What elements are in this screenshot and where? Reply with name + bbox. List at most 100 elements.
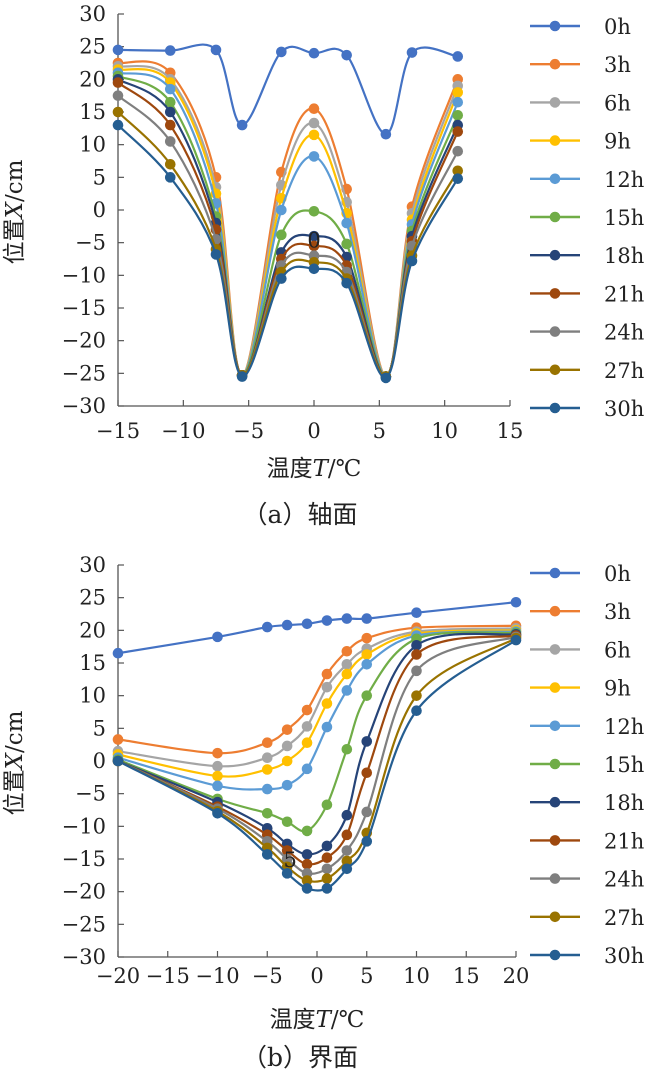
x-tick-label: 0: [307, 419, 320, 443]
data-point-24h: [321, 863, 333, 875]
data-point-27h: [321, 873, 333, 884]
data-point-24h: [164, 136, 176, 147]
data-point-12h: [361, 659, 373, 670]
legend-label: 30h: [604, 397, 644, 421]
data-point-21h: [308, 240, 320, 252]
legend-marker: [549, 135, 561, 146]
data-point-21h: [361, 767, 373, 779]
legend-marker: [549, 211, 561, 223]
legend-marker: [549, 249, 561, 261]
y-tick-label: 25: [79, 586, 106, 610]
legend-label: 15h: [604, 753, 644, 777]
data-point-15h: [452, 109, 464, 121]
y-tick-label: 30: [79, 553, 106, 577]
legend-label: 3h: [604, 53, 631, 77]
x-tick-label: −15: [96, 419, 140, 443]
legend-label: 0h: [604, 15, 631, 39]
data-point-30h: [112, 755, 124, 767]
data-point-30h: [411, 705, 422, 716]
data-point-9h: [341, 668, 353, 680]
y-tick-label: −25: [62, 912, 106, 936]
data-point-30h: [301, 883, 313, 894]
legend-marker: [549, 644, 561, 655]
data-point-30h: [321, 883, 333, 894]
series-line-30h: [117, 124, 459, 379]
series-line-12h: [117, 630, 517, 791]
data-point-9h: [361, 649, 373, 660]
x-tick-label: −15: [146, 964, 190, 988]
data-point-3h: [308, 103, 320, 115]
legend-marker: [549, 873, 561, 884]
data-point-21h: [341, 829, 353, 841]
legend-label: 24h: [604, 868, 644, 892]
series-line-9h: [117, 629, 517, 778]
legend-label: 3h: [604, 600, 631, 624]
data-point-18h: [301, 849, 313, 860]
data-point-24h: [452, 145, 464, 157]
data-point-18h: [308, 230, 320, 242]
data-point-18h: [361, 736, 373, 747]
y-tick-label: 15: [79, 651, 106, 675]
data-point-30h: [164, 172, 176, 183]
data-point-15h: [276, 229, 287, 241]
y-tick-label: −10: [62, 814, 106, 838]
legend-marker: [549, 326, 561, 337]
data-point-9h: [321, 698, 333, 709]
y-tick-label: 5: [93, 165, 106, 189]
legend-marker: [549, 97, 561, 108]
data-point-12h: [164, 83, 176, 95]
data-point-30h: [308, 263, 320, 275]
legend-label: 9h: [604, 677, 631, 701]
data-point-30h: [452, 173, 464, 184]
data-point-12h: [452, 96, 464, 108]
legend-label: 12h: [604, 168, 644, 192]
x-tick-label: −10: [161, 419, 205, 443]
data-point-0h: [406, 47, 418, 58]
legend-label: 6h: [604, 638, 631, 662]
data-point-0h: [281, 619, 293, 631]
data-point-6h: [301, 721, 313, 732]
x-tick-label: 0: [310, 964, 323, 988]
data-point-12h: [321, 721, 333, 733]
data-point-3h: [261, 737, 273, 749]
x-tick-label: −5: [233, 419, 264, 443]
y-tick-label: 25: [79, 35, 106, 59]
legend-label: 21h: [604, 282, 644, 306]
y-tick-label: 20: [79, 67, 106, 91]
legend-marker: [549, 364, 561, 376]
data-point-30h: [261, 849, 273, 860]
data-point-6h: [261, 752, 273, 764]
x-tick-label: 15: [453, 964, 480, 988]
legend-marker: [549, 288, 561, 299]
y-axis-label: 位置X/cm: [2, 710, 28, 815]
series-line-0h: [117, 43, 458, 136]
data-point-3h: [212, 747, 223, 759]
data-point-15h: [341, 238, 352, 250]
legend-marker: [549, 567, 561, 579]
data-point-0h: [112, 44, 124, 56]
data-point-0h: [341, 613, 353, 624]
y-tick-label: −20: [62, 880, 106, 904]
data-point-15h: [321, 799, 333, 811]
legend-label: 21h: [604, 829, 644, 853]
data-point-27h: [341, 855, 353, 867]
data-point-0h: [112, 647, 124, 659]
legend-marker: [549, 911, 561, 923]
y-tick-label: −20: [62, 329, 106, 353]
data-point-6h: [321, 681, 333, 693]
data-point-21h: [411, 649, 422, 660]
legend-label: 12h: [604, 715, 644, 739]
data-point-30h: [112, 119, 124, 131]
data-point-27h: [164, 158, 176, 170]
inline-data-label: 0: [307, 228, 320, 252]
y-tick-label: 30: [79, 2, 106, 26]
data-point-0h: [361, 613, 373, 624]
data-point-30h: [341, 277, 352, 289]
chart-caption: （b）界面: [242, 1043, 358, 1072]
x-tick-label: −5: [252, 964, 283, 988]
legend-label: 6h: [604, 91, 631, 115]
y-tick-label: −30: [62, 945, 106, 969]
x-axis-label: 温度T/℃: [270, 1007, 365, 1033]
